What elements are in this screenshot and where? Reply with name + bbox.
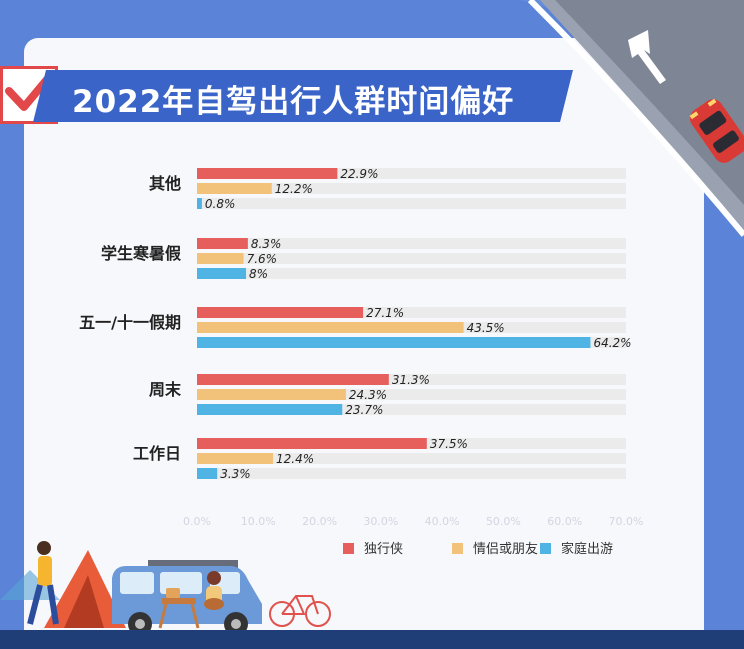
data-label: 37.5%: [430, 437, 468, 451]
bar-track: [197, 374, 626, 385]
data-label: 27.1%: [366, 306, 404, 320]
data-label: 43.5%: [467, 321, 505, 335]
x-tick-label: 0.0%: [183, 515, 211, 528]
bar: [197, 238, 248, 249]
data-label: 12.2%: [275, 182, 313, 196]
bar-track: [197, 389, 626, 400]
data-label: 22.9%: [340, 167, 378, 181]
data-label: 31.3%: [392, 373, 430, 387]
legend-label: 独行侠: [364, 542, 403, 557]
person-icon: [27, 541, 59, 625]
legend-swatch: [343, 543, 354, 554]
bar: [197, 168, 338, 179]
category-label: 工作日: [133, 444, 181, 463]
data-label: 3.3%: [220, 467, 251, 481]
bicycle-icon: [269, 595, 331, 627]
bar: [197, 374, 389, 385]
x-tick-label: 30.0%: [363, 515, 398, 528]
bar-track: [197, 268, 626, 279]
x-tick-label: 50.0%: [486, 515, 521, 528]
bars: [197, 168, 591, 479]
bar-track: [197, 198, 626, 209]
bar: [197, 389, 346, 400]
data-label: 24.3%: [349, 388, 387, 402]
legend: 独行侠 情侣或朋友 家庭出游: [343, 541, 613, 557]
x-tick-label: 60.0%: [547, 515, 582, 528]
bar: [197, 453, 273, 464]
bar-track: [197, 183, 626, 194]
bar: [197, 404, 343, 415]
bar: [197, 438, 427, 449]
x-axis-ticks: 0.0% 10.0% 20.0% 30.0% 40.0% 50.0% 60.0% 70.0%: [183, 515, 643, 528]
data-label: 8.3%: [251, 237, 281, 251]
bar: [197, 198, 202, 209]
x-tick-label: 10.0%: [241, 515, 276, 528]
data-label: 64.2%: [593, 336, 631, 350]
data-label: 23.7%: [345, 403, 383, 417]
x-tick-label: 40.0%: [425, 515, 460, 528]
picnic-table-icon: [158, 588, 200, 629]
bar-track: [197, 468, 626, 479]
bar-track: [197, 307, 626, 318]
data-label: 12.4%: [276, 452, 314, 466]
category-label: 周末: [149, 380, 182, 399]
value-labels: 22.9% 12.2% 0.8% 8.3%7.6%8% 27.1% 43.5% 64.2% 3…: [205, 167, 632, 481]
tent-icon: [44, 550, 126, 628]
category-label: 学生寒暑假: [101, 244, 182, 263]
chart-title: 2022年自驾出行人群时间偏好: [72, 84, 515, 120]
bar: [197, 307, 364, 318]
bar-track: [197, 404, 626, 415]
footer-strip: [0, 630, 744, 649]
data-label: 8%: [249, 267, 268, 281]
category-label: 其他: [149, 174, 181, 193]
bar: [197, 268, 247, 279]
legend-label: 情侣或朋友: [473, 541, 538, 557]
data-label: 0.8%: [205, 197, 236, 211]
bar: [197, 322, 464, 333]
bar: [197, 183, 272, 194]
category-label: 五一/十一假期: [79, 313, 181, 332]
bar: [197, 253, 244, 264]
guitar-player-icon: [204, 571, 224, 610]
bar: [197, 468, 218, 479]
x-tick-label: 70.0%: [609, 515, 644, 528]
legend-swatch: [452, 543, 463, 554]
bar-track: [197, 238, 626, 249]
data-label: 7.6%: [247, 252, 278, 266]
legend-swatch: [540, 543, 551, 554]
bar: [197, 337, 591, 348]
legend-label: 家庭出游: [561, 541, 613, 557]
bar-track: [197, 453, 626, 464]
bar-track: [197, 168, 626, 179]
x-tick-label: 20.0%: [302, 515, 337, 528]
bar-track: [197, 253, 626, 264]
